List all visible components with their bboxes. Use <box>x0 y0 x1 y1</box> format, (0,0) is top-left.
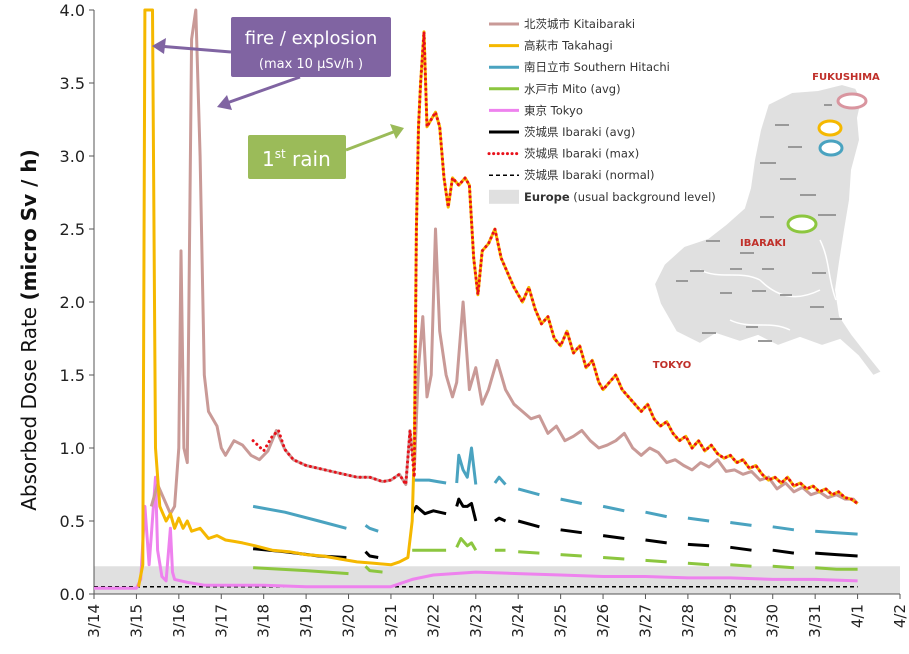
map-circle-takahagi <box>817 119 843 137</box>
series-line-3 <box>253 537 858 576</box>
fire-arrowhead-1 <box>152 38 166 54</box>
rain-callout-word: rain <box>286 147 331 171</box>
y-tick-label: 2.5 <box>60 220 85 239</box>
fire-callout-box <box>231 17 391 77</box>
legend: 北茨城市 Kitaibaraki 高萩市 Takahagi 南日立市 Souther… <box>487 17 716 204</box>
y-axis-title: Absorbed Dose Rate (micro Sv / h) <box>17 149 41 511</box>
rain-callout-text: 1st rain <box>262 147 331 171</box>
y-tick-label: 0.5 <box>60 512 85 531</box>
axes: 0.0 0.5 1.0 1.5 2.0 2.5 3.0 3.5 4.0 3/14 3/15 3/16 3… <box>60 1 909 638</box>
fire-callout-line1: fire / explosion <box>245 28 378 49</box>
map-label-fukushima: FUKUSHIMA <box>812 72 880 83</box>
map-circle-kitaibaraki <box>836 92 868 110</box>
first-rain-callout: 1st rain <box>248 124 404 179</box>
y-axis-title-bold: (micro Sv / h) <box>17 149 41 300</box>
series-line-0 <box>149 8 859 516</box>
y-tick-label: 1.5 <box>60 366 85 385</box>
rain-callout-sup: st <box>275 147 286 161</box>
rain-callout-box <box>248 135 346 179</box>
x-tick-label: 3/31 <box>806 604 824 638</box>
x-tick-label: 3/21 <box>382 604 400 638</box>
legend-band-label-rest: (usual background level) <box>570 190 716 204</box>
legend-label: 茨城県 Ibaraki (avg) <box>524 125 635 139</box>
legend-label: 高萩市 Takahagi <box>524 39 613 53</box>
x-tick-label: 3/28 <box>679 604 697 638</box>
map-label-tokyo: TOKYO <box>653 360 691 371</box>
fire-arrow-1 <box>157 44 232 54</box>
map-label-ibaraki: IBARAKI <box>740 238 786 249</box>
x-tick-label: 3/26 <box>594 604 612 638</box>
fire-explosion-callout: fire / explosion (max 10 µSv/h ) <box>152 17 391 110</box>
x-tick-label: 3/17 <box>212 604 230 638</box>
fire-arrow-2 <box>223 75 301 106</box>
x-tick-label: 3/18 <box>255 604 273 638</box>
x-tick-label: 3/20 <box>340 604 358 638</box>
legend-band-swatch <box>489 189 519 204</box>
legend-label: 水戸市 Mito (avg) <box>524 82 621 96</box>
x-tick-label: 3/23 <box>467 604 485 638</box>
x-tick-label: 3/24 <box>509 604 527 638</box>
x-tick-label: 3/15 <box>127 604 145 638</box>
map-boundaries <box>699 239 837 331</box>
rain-arrowhead <box>390 124 404 139</box>
x-tick-label: 3/30 <box>764 604 782 638</box>
x-tick-label: 3/22 <box>424 604 442 638</box>
x-tick-label: 3/27 <box>636 604 654 638</box>
x-tick-label: 3/25 <box>552 604 570 638</box>
legend-band-label: Europe (usual background level) <box>524 190 716 204</box>
rain-arrow <box>345 129 397 152</box>
series-line-6 <box>251 30 860 505</box>
y-tick-label: 2.0 <box>60 293 85 312</box>
map-circle-mito <box>786 214 818 234</box>
legend-label: 東京 Tokyo <box>524 103 583 117</box>
map-city-marks <box>676 104 842 342</box>
fire-arrowhead-2 <box>217 95 232 110</box>
map-circle-hitachi <box>818 139 844 157</box>
y-tick-label: 3.5 <box>60 74 85 93</box>
x-tick-label: 3/19 <box>297 604 315 638</box>
map-shape <box>652 82 884 378</box>
y-tick-label: 3.0 <box>60 147 85 166</box>
x-tick-label: 3/16 <box>170 604 188 638</box>
y-tick-label: 1.0 <box>60 439 85 458</box>
legend-label: 茨城県 Ibaraki (normal) <box>524 168 654 182</box>
y-tick-label: 0.0 <box>60 585 85 604</box>
x-tick-label: 4/2 <box>891 604 909 628</box>
fire-callout-line2: (max 10 µSv/h ) <box>259 57 363 72</box>
series-layer <box>94 8 860 590</box>
x-tick-label: 4/1 <box>849 604 867 628</box>
legend-band-label-bold: Europe <box>524 190 570 204</box>
series-line-2 <box>252 446 858 536</box>
x-tick-label: 3/14 <box>85 604 103 638</box>
series-line-4 <box>94 475 858 590</box>
legend-label: 北茨城市 Kitaibaraki <box>524 17 635 31</box>
legend-label: 南日立市 Southern Hitachi <box>524 60 670 74</box>
y-axis-title-regular: Absorbed Dose Rate <box>17 301 41 511</box>
rain-callout-number: 1 <box>262 147 275 171</box>
y-tick-label: 4.0 <box>60 1 85 20</box>
ibaraki-map: FUKUSHIMA IBARAKI TOKYO <box>652 72 884 378</box>
x-tick-label: 3/29 <box>721 604 739 638</box>
legend-label: 茨城県 Ibaraki (max) <box>524 147 639 161</box>
